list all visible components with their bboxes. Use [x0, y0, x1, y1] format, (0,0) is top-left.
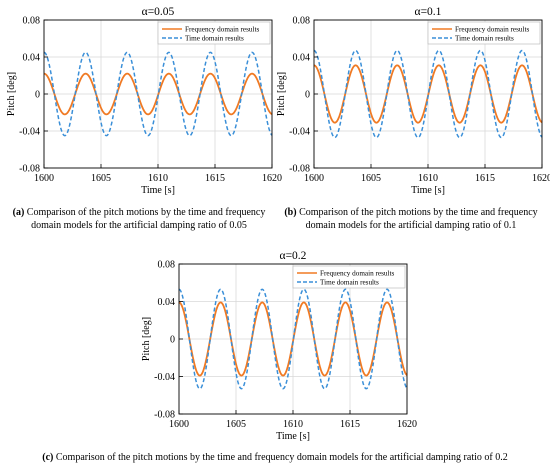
x-tick-label: 1615: [340, 419, 360, 430]
y-axis-label: Pitch [deg]: [141, 317, 152, 361]
legend-label: Frequency domain results: [455, 26, 529, 34]
caption-a-label: (a): [12, 207, 25, 218]
y-tick-label: 0.08: [23, 16, 41, 27]
caption-a: (a) Comparison of the pitch motions by t…: [6, 206, 272, 232]
x-tick-label: 1605: [226, 419, 246, 430]
y-tick-label: 0: [170, 335, 175, 346]
y-tick-label: -0.08: [154, 410, 175, 421]
y-tick-label: -0.04: [19, 127, 40, 138]
x-axis-label: Time [s]: [411, 185, 445, 196]
x-tick-label: 1600: [304, 173, 324, 184]
x-axis-label: Time [s]: [141, 185, 175, 196]
caption-b: (b) Comparison of the pitch motions by t…: [278, 206, 544, 232]
chart-title: α=0.05: [142, 6, 175, 18]
x-tick-label: 1620: [397, 419, 417, 430]
legend-box: [157, 21, 271, 45]
y-tick-label: -0.08: [289, 164, 310, 175]
x-tick-label: 1600: [169, 419, 189, 430]
y-tick-label: -0.08: [19, 164, 40, 175]
x-tick-label: 1620: [532, 173, 550, 184]
y-tick-label: 0.08: [293, 16, 311, 27]
x-tick-label: 1610: [418, 173, 438, 184]
legend-label: Time domain results: [455, 35, 514, 43]
series-line-time: [43, 51, 273, 137]
series-line-time: [178, 288, 408, 390]
y-axis-label: Pitch [deg]: [6, 72, 17, 116]
x-tick-label: 1600: [34, 173, 54, 184]
chart-title: α=0.2: [280, 250, 307, 262]
y-tick-label: 0: [305, 90, 310, 101]
caption-c-label: (c): [42, 452, 54, 463]
caption-b-text: Comparison of the pitch motions by the t…: [296, 207, 538, 231]
x-tick-label: 1620: [262, 173, 282, 184]
x-tick-label: 1615: [475, 173, 495, 184]
y-tick-label: -0.04: [289, 127, 310, 138]
x-axis-label: Time [s]: [276, 431, 310, 442]
y-tick-label: 0: [35, 90, 40, 101]
legend-box: [292, 265, 406, 289]
y-tick-label: -0.04: [154, 372, 175, 383]
x-tick-label: 1610: [283, 419, 303, 430]
legend-label: Time domain results: [320, 279, 379, 287]
y-tick-label: 0.04: [293, 53, 311, 64]
y-tick-label: 0.04: [158, 297, 176, 308]
legend-box: [427, 21, 541, 45]
caption-b-label: (b): [284, 207, 297, 218]
y-axis-label: Pitch [deg]: [276, 72, 287, 116]
legend-label: Time domain results: [185, 35, 244, 43]
legend-label: Frequency domain results: [185, 26, 259, 34]
legend-label: Frequency domain results: [320, 270, 394, 278]
caption-c-text: Comparison of the pitch motions by the t…: [53, 452, 508, 463]
caption-a-text: Comparison of the pitch motions by the t…: [24, 207, 266, 231]
y-tick-label: 0.08: [158, 260, 176, 271]
chart-title: α=0.1: [415, 6, 442, 18]
caption-c: (c) Comparison of the pitch motions by t…: [0, 451, 550, 464]
x-tick-label: 1615: [205, 173, 225, 184]
y-tick-label: 0.04: [23, 53, 41, 64]
x-tick-label: 1610: [148, 173, 168, 184]
x-tick-label: 1605: [361, 173, 381, 184]
series-line-time: [313, 49, 543, 139]
x-tick-label: 1605: [91, 173, 111, 184]
